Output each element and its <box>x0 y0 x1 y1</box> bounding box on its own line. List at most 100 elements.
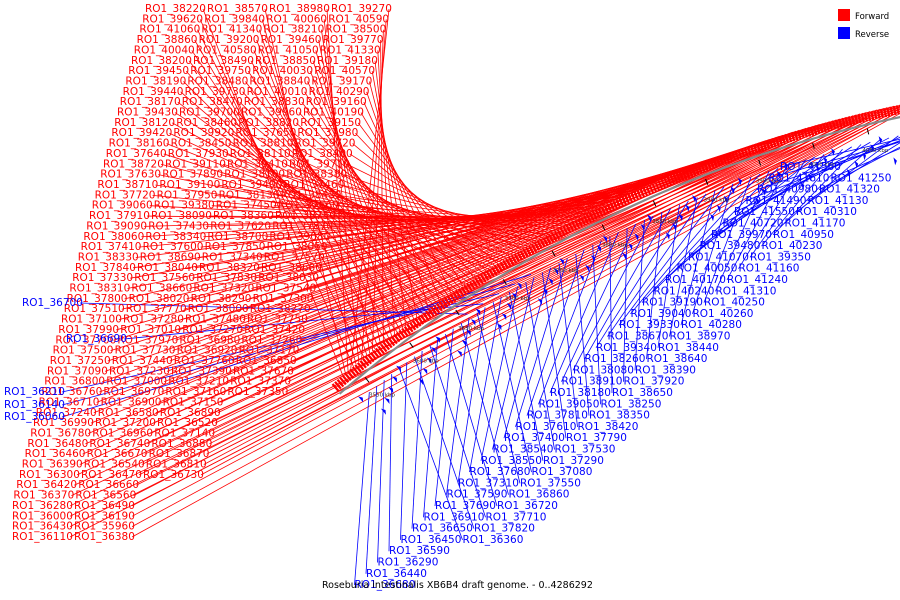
forward-leader-line <box>141 111 871 465</box>
forward-gene-feature <box>496 263 504 273</box>
reverse-leader-line <box>795 135 899 213</box>
forward-gene-feature <box>844 117 849 127</box>
forward-gene-feature <box>545 235 552 245</box>
forward-gene-feature <box>591 210 598 221</box>
reverse-gene-label: RO1_37810 <box>527 410 588 422</box>
forward-gene-feature <box>756 143 762 153</box>
forward-gene-feature <box>460 286 468 296</box>
gene-features <box>331 104 900 415</box>
forward-gene-feature <box>624 195 631 205</box>
forward-gene-feature <box>734 150 740 160</box>
forward-gene-feature <box>768 139 774 149</box>
forward-gene-label: RO1_37140 <box>154 427 215 439</box>
reverse-gene-feature <box>628 243 633 251</box>
reverse-leader-line <box>492 277 535 450</box>
forward-gene-label: RO1_41050 <box>258 44 319 56</box>
forward-gene-label: RO1_38160 <box>109 138 170 150</box>
reverse-leader-line <box>423 339 439 518</box>
forward-gene-label: RO1_38040 <box>137 262 198 274</box>
forward-gene-feature <box>522 248 529 258</box>
forward-gene-label: RO1_38360 <box>213 210 274 222</box>
forward-gene-feature <box>594 209 601 219</box>
forward-gene-feature <box>414 318 422 327</box>
forward-gene-label: RO1_36760 <box>41 386 102 398</box>
legend-label-forward: Forward <box>855 12 889 22</box>
reverse-leader-line <box>365 386 378 574</box>
forward-gene-feature <box>588 212 595 222</box>
forward-gene-feature <box>873 110 878 120</box>
forward-gene-feature <box>548 233 555 243</box>
forward-gene-label: RO1_37570 <box>264 251 325 263</box>
reverse-leader-line <box>541 272 567 439</box>
forward-gene-label: RO1_37800 <box>67 293 128 305</box>
reverse-gene-feature <box>384 397 390 405</box>
forward-gene-feature <box>446 295 454 305</box>
forward-gene-label: RO1_38820 <box>238 117 299 129</box>
scale-tick-label: 3700 kbp <box>505 296 531 302</box>
reverse-leader-line <box>445 334 498 507</box>
forward-gene-feature <box>606 203 613 213</box>
reverse-gene-label: RO1_37290 <box>543 455 604 467</box>
forward-gene-label: RO1_36730 <box>143 469 204 481</box>
forward-gene-label: RO1_39410 <box>227 158 288 170</box>
forward-gene-label: RO1_36480 <box>27 438 88 450</box>
forward-gene-label: RO1_37970 <box>117 334 178 346</box>
reverse-leader-line <box>623 228 628 382</box>
forward-gene-label: RO1_40030 <box>252 65 313 77</box>
forward-gene-label: RO1_37330 <box>72 272 133 284</box>
forward-gene-label: RO1_38490 <box>193 55 254 67</box>
scale-tick <box>601 224 606 231</box>
reverse-gene-label: RO1_40050 <box>677 263 738 275</box>
forward-gene-label: RO1_39160 <box>306 96 367 108</box>
forward-gene-feature <box>374 347 383 357</box>
forward-leader-line <box>104 140 767 372</box>
forward-gene-label: RO1_39620 <box>142 13 203 25</box>
forward-gene-feature <box>341 374 350 384</box>
forward-gene-label: RO1_37340 <box>202 251 263 263</box>
reverse-gene-label: RO1_37920 <box>624 376 685 388</box>
forward-gene-label: RO1_36970 <box>103 386 164 398</box>
forward-gene-label: RO1_36990 <box>33 417 94 429</box>
forward-gene-label: RO1_39840 <box>204 13 265 25</box>
forward-gene-feature <box>621 196 628 206</box>
forward-leader-line <box>256 39 379 348</box>
forward-gene-feature <box>697 164 703 174</box>
forward-leader-line <box>240 156 721 331</box>
forward-leader-line <box>298 112 461 289</box>
forward-gene-feature <box>765 140 771 150</box>
forward-gene-label: RO1_36470 <box>81 469 142 481</box>
forward-gene-label: RO1_39920 <box>173 127 234 139</box>
reverse-leader-line <box>830 148 900 179</box>
forward-gene-feature <box>364 355 373 365</box>
reverse-gene-label: RO1_38550 <box>481 455 542 467</box>
reverse-gene-label: RO1_36690 <box>66 333 127 345</box>
forward-gene-feature <box>403 325 411 335</box>
forward-gene-label: RO1_40290 <box>309 86 370 98</box>
scale-tick <box>455 309 460 316</box>
forward-gene-label: RO1_37930 <box>168 148 229 160</box>
forward-gene-label: RO1_38170 <box>120 96 181 108</box>
reverse-gene-label: RO1_39480 <box>700 240 761 252</box>
reverse-gene-label: RO1_40250 <box>704 297 765 309</box>
reverse-leader-line <box>756 141 900 190</box>
forward-gene-label: RO1_39710 <box>289 158 350 170</box>
forward-leader-line <box>214 120 834 424</box>
forward-gene-feature <box>669 175 676 185</box>
legend-label-reverse: Reverse <box>855 30 889 40</box>
forward-gene-feature <box>377 345 385 355</box>
forward-gene-label: RO1_38470 <box>182 96 243 108</box>
reverse-gene-feature <box>470 319 476 326</box>
legend-swatch-forward <box>838 9 850 21</box>
forward-gene-label: RO1_38050 <box>267 241 328 253</box>
forward-gene-feature <box>609 202 616 212</box>
scale-tick <box>551 250 556 257</box>
reverse-gene-label: RO1_39330 <box>619 319 680 331</box>
forward-gene-label: RO1_37250 <box>50 355 111 367</box>
reverse-gene-feature <box>692 195 697 203</box>
forward-gene-label: RO1_37230 <box>109 365 170 377</box>
forward-gene-feature <box>354 364 362 373</box>
reverse-leader-line <box>715 170 770 292</box>
forward-gene-label: RO1_36850 <box>236 355 297 367</box>
forward-gene-label: RO1_38430 <box>281 189 342 201</box>
forward-gene-label: RO1_39720 <box>295 138 356 150</box>
